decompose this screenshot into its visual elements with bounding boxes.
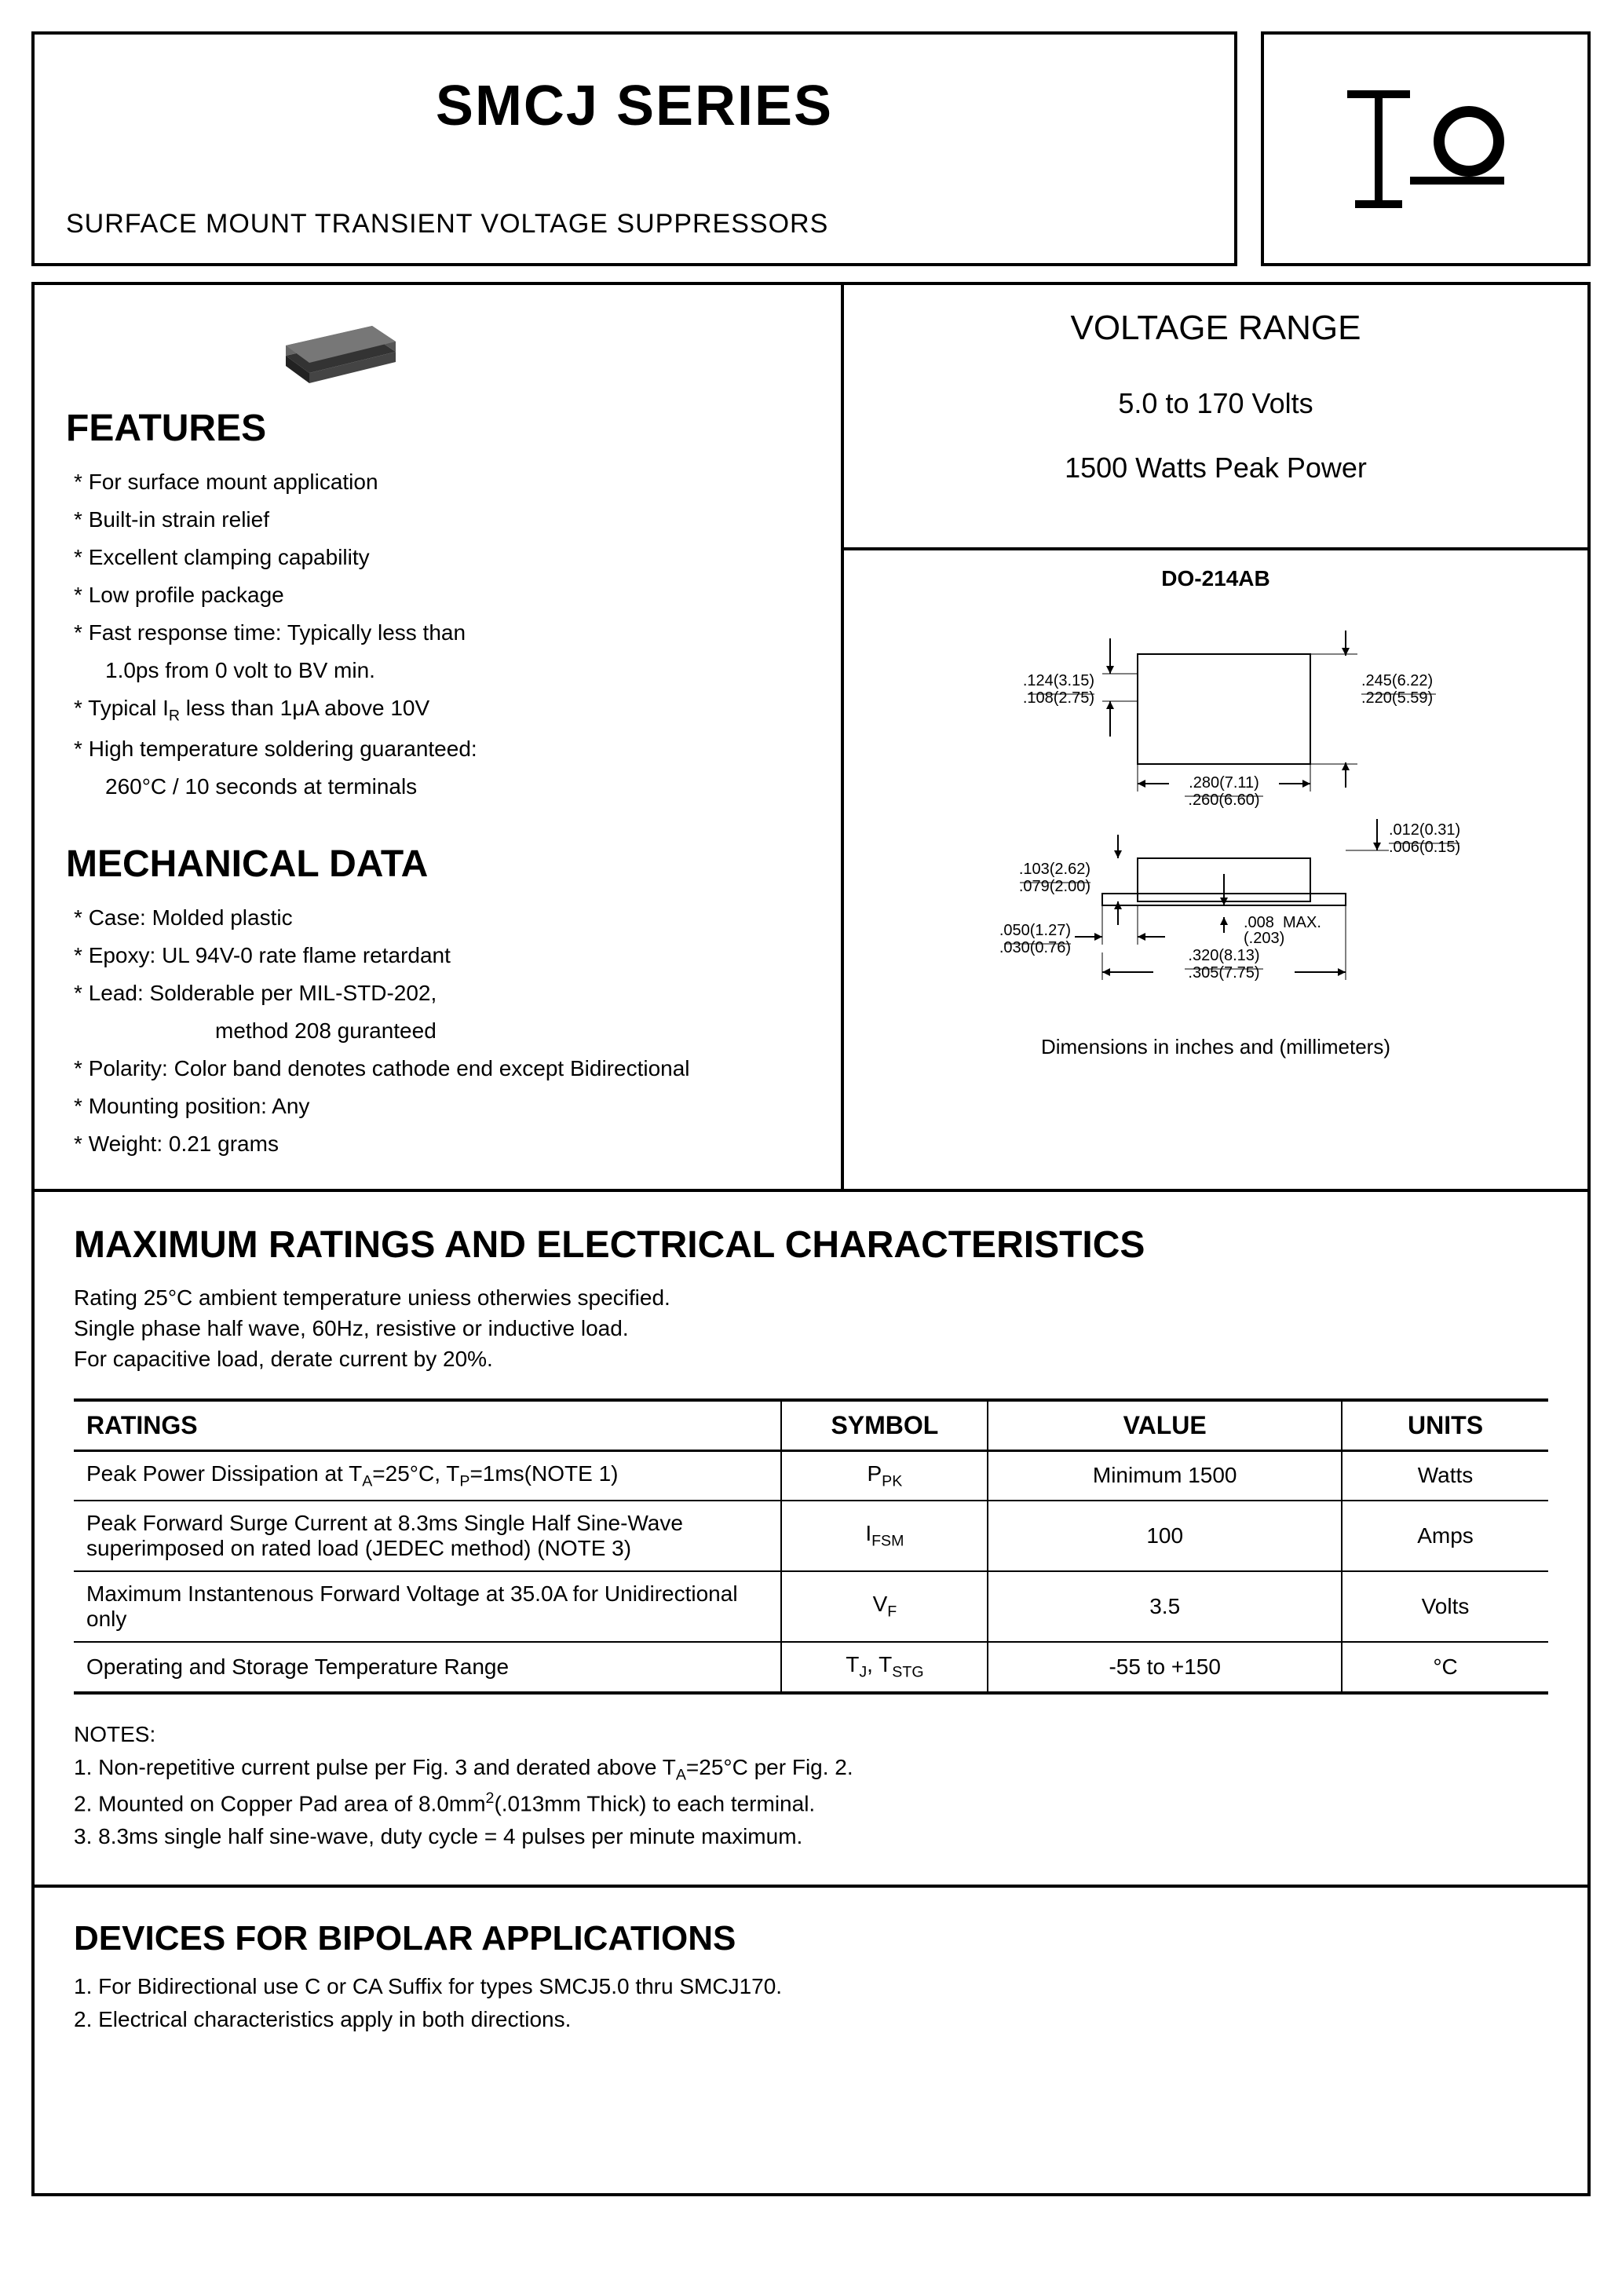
mechanical-item: Epoxy: UL 94V-0 rate flame retardant [74, 939, 809, 972]
table-row: Maximum Instantenous Forward Voltage at … [74, 1571, 1548, 1642]
note-item: 2. Mounted on Copper Pad area of 8.0mm2(… [74, 1787, 1548, 1820]
table-cell: Peak Forward Surge Current at 8.3ms Sing… [74, 1501, 781, 1571]
table-header: VALUE [988, 1400, 1342, 1451]
features-list: For surface mount application Built-in s… [66, 466, 809, 803]
feature-item: 1.0ps from 0 volt to BV min. [74, 654, 809, 687]
subtitle: SURFACE MOUNT TRANSIENT VOLTAGE SUPPRESS… [66, 209, 1203, 239]
ratings-note: Rating 25°C ambient temperature uniess o… [74, 1282, 1548, 1375]
feature-item: Excellent clamping capability [74, 541, 809, 574]
mechanical-item: Lead: Solderable per MIL-STD-202, [74, 977, 809, 1010]
dim-label: .124(3.15) [1022, 672, 1094, 689]
table-row: Peak Forward Surge Current at 8.3ms Sing… [74, 1501, 1548, 1571]
table-header: RATINGS [74, 1400, 781, 1451]
feature-item: 260°C / 10 seconds at terminals [74, 770, 809, 803]
datasheet-page: SMCJ SERIES SURFACE MOUNT TRANSIENT VOLT… [31, 31, 1591, 2196]
table-header-row: RATINGS SYMBOL VALUE UNITS [74, 1400, 1548, 1451]
table-cell: PPK [781, 1450, 988, 1501]
mechanical-item: Polarity: Color band denotes cathode end… [74, 1052, 809, 1085]
mechanical-item: Mounting position: Any [74, 1090, 809, 1123]
main-title: SMCJ SERIES [66, 74, 1203, 138]
table-row: Peak Power Dissipation at TA=25°C, TP=1m… [74, 1450, 1548, 1501]
feature-item: Low profile package [74, 579, 809, 612]
table-cell: Amps [1342, 1501, 1548, 1571]
dim-label: .320(8.13) [1188, 947, 1259, 964]
ratings-table: RATINGS SYMBOL VALUE UNITS Peak Power Di… [74, 1398, 1548, 1695]
mechanical-item: Weight: 0.21 grams [74, 1128, 809, 1161]
chip-icon [270, 309, 411, 387]
dim-label: .220(5.59) [1361, 689, 1433, 707]
dim-label: MAX. [1283, 914, 1321, 931]
feature-item: Fast response time: Typically less than [74, 616, 809, 649]
dim-label: .006(0.15) [1389, 839, 1460, 856]
table-cell: Peak Power Dissipation at TA=25°C, TP=1m… [74, 1450, 781, 1501]
diagram-caption: Dimensions in inches and (millimeters) [868, 1035, 1564, 1059]
voltage-heading: VOLTAGE RANGE [860, 309, 1572, 348]
component-image [270, 309, 809, 391]
dim-label: .079(2.00) [1018, 878, 1090, 895]
dim-label: .050(1.27) [999, 922, 1070, 939]
mechanical-heading: MECHANICAL DATA [66, 843, 809, 886]
devices-item: 2. Electrical characteristics apply in b… [74, 2003, 1548, 2036]
notes-block: NOTES: 1. Non-repetitive current pulse p… [74, 1718, 1548, 1853]
devices-heading: DEVICES FOR BIPOLAR APPLICATIONS [74, 1919, 1548, 1958]
table-header: SYMBOL [781, 1400, 988, 1451]
notes-heading: NOTES: [74, 1718, 1548, 1751]
dim-label: .260(6.60) [1188, 792, 1259, 809]
feature-item: Built-in strain relief [74, 503, 809, 536]
ratings-note-line: For capacitive load, derate current by 2… [74, 1344, 1548, 1374]
mechanical-item: Case: Molded plastic [74, 901, 809, 934]
features-heading: FEATURES [66, 407, 809, 450]
ratings-section: MAXIMUM RATINGS AND ELECTRICAL CHARACTER… [31, 1189, 1591, 1888]
mechanical-item: method 208 guranteed [74, 1015, 809, 1047]
table-cell: Minimum 1500 [988, 1450, 1342, 1501]
table-cell: 3.5 [988, 1571, 1342, 1642]
table-cell: -55 to +150 [988, 1642, 1342, 1693]
diagram-title: DO-214AB [868, 566, 1564, 591]
content-row: FEATURES For surface mount application B… [31, 282, 1591, 1189]
table-cell: TJ, TSTG [781, 1642, 988, 1693]
dim-label: .008 [1244, 914, 1274, 931]
table-row: Operating and Storage Temperature Range … [74, 1642, 1548, 1693]
right-column: VOLTAGE RANGE 5.0 to 170 Volts 1500 Watt… [844, 285, 1587, 1189]
voltage-box: VOLTAGE RANGE 5.0 to 170 Volts 1500 Watt… [844, 285, 1587, 550]
feature-item: Typical IR less than 1μA above 10V [74, 692, 809, 728]
package-diagram-box: DO-214AB .124(3.15) .108(2.75) [844, 550, 1587, 1189]
title-box: SMCJ SERIES SURFACE MOUNT TRANSIENT VOLT… [31, 31, 1237, 266]
dim-label: .030(0.76) [999, 939, 1070, 956]
feature-item: High temperature soldering guaranteed: [74, 733, 809, 766]
table-cell: VF [781, 1571, 988, 1642]
devices-section: DEVICES FOR BIPOLAR APPLICATIONS 1. For … [31, 1888, 1591, 2196]
table-cell: °C [1342, 1642, 1548, 1693]
dim-label: .108(2.75) [1022, 689, 1094, 707]
dim-label: .012(0.31) [1389, 821, 1460, 839]
feature-item: For surface mount application [74, 466, 809, 499]
table-cell: IFSM [781, 1501, 988, 1571]
mechanical-list: Case: Molded plastic Epoxy: UL 94V-0 rat… [66, 901, 809, 1161]
voltage-range: 5.0 to 170 Volts [860, 387, 1572, 420]
logo-box [1261, 31, 1591, 266]
table-cell: Maximum Instantenous Forward Voltage at … [74, 1571, 781, 1642]
table-cell: Operating and Storage Temperature Range [74, 1642, 781, 1693]
dim-label: .305(7.75) [1188, 964, 1259, 982]
ratings-heading: MAXIMUM RATINGS AND ELECTRICAL CHARACTER… [74, 1223, 1548, 1267]
company-logo-icon [1332, 55, 1520, 243]
table-cell: 100 [988, 1501, 1342, 1571]
header-row: SMCJ SERIES SURFACE MOUNT TRANSIENT VOLT… [31, 31, 1591, 266]
dim-label: .245(6.22) [1361, 672, 1433, 689]
dim-label: (.203) [1244, 930, 1284, 947]
dim-label: .280(7.11) [1189, 774, 1259, 792]
dim-label: .103(2.62) [1018, 861, 1090, 878]
devices-item: 1. For Bidirectional use C or CA Suffix … [74, 1970, 1548, 2003]
package-diagram: .124(3.15) .108(2.75) .245(6.22) .220(5.… [933, 607, 1499, 1015]
note-item: 3. 8.3ms single half sine-wave, duty cyc… [74, 1820, 1548, 1853]
table-header: UNITS [1342, 1400, 1548, 1451]
note-item: 1. Non-repetitive current pulse per Fig.… [74, 1751, 1548, 1787]
voltage-power: 1500 Watts Peak Power [860, 452, 1572, 484]
ratings-note-line: Single phase half wave, 60Hz, resistive … [74, 1313, 1548, 1344]
ratings-note-line: Rating 25°C ambient temperature uniess o… [74, 1282, 1548, 1313]
left-column: FEATURES For surface mount application B… [35, 285, 844, 1189]
table-cell: Watts [1342, 1450, 1548, 1501]
table-cell: Volts [1342, 1571, 1548, 1642]
